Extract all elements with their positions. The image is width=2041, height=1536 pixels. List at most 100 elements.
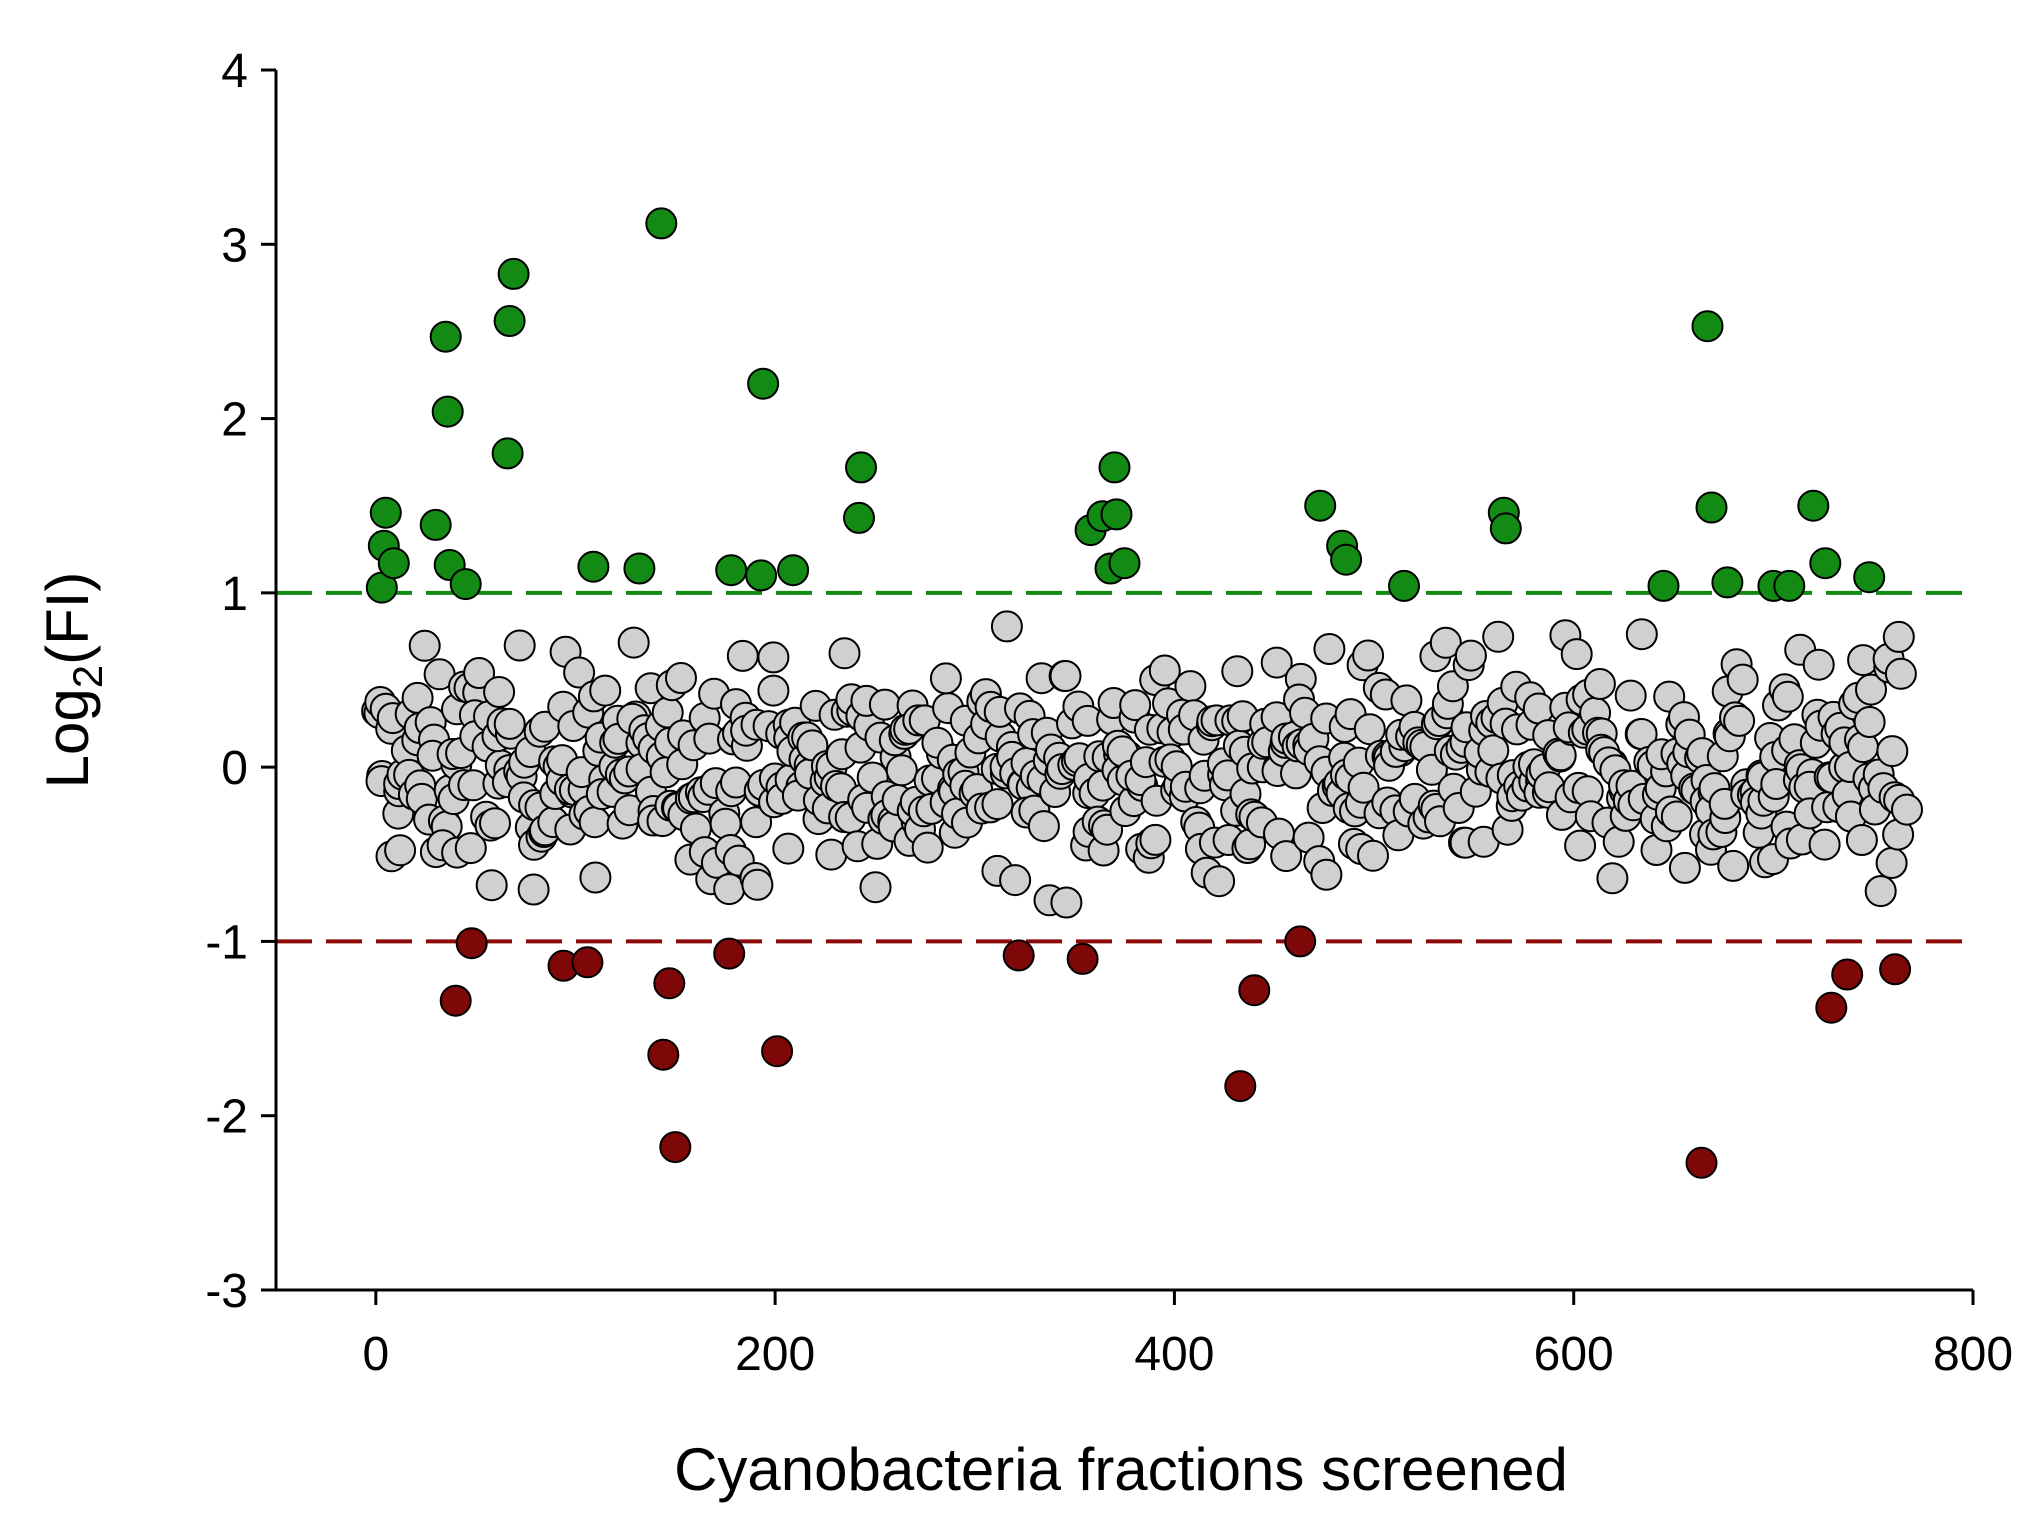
data-point-neutral (1357, 839, 1389, 872)
data-point-neutral (1270, 840, 1303, 873)
data-point-neutral (1560, 638, 1593, 671)
data-point-neutral (1347, 771, 1380, 804)
data-point-increase (1330, 543, 1363, 576)
data-point-neutral (1668, 851, 1701, 884)
data-point-decrease (1066, 942, 1099, 975)
data-point-neutral (859, 871, 892, 904)
data-point-increase (419, 508, 452, 541)
data-point-neutral (929, 662, 962, 695)
data-point-neutral (1139, 823, 1172, 856)
data-point-increase (577, 550, 610, 583)
data-point-decrease (659, 1131, 692, 1164)
data-point-neutral (1050, 886, 1083, 919)
data-point-increase (1809, 547, 1842, 580)
data-point-neutral (772, 832, 805, 865)
data-point-decrease (1238, 974, 1271, 1007)
data-point-neutral (384, 834, 417, 867)
data-point-neutral (1429, 626, 1462, 659)
data-point-increase (1647, 569, 1680, 602)
data-point-neutral (589, 674, 622, 707)
data-point-neutral (1049, 660, 1082, 692)
data-point-increase (1711, 566, 1744, 599)
data-point-neutral (579, 861, 612, 894)
data-point-neutral (741, 868, 774, 901)
axes (274, 70, 1973, 1292)
data-point-neutral (1522, 692, 1555, 725)
data-point-neutral (1864, 875, 1897, 908)
data-point-increase (1695, 491, 1728, 524)
data-point-neutral (1313, 633, 1346, 665)
data-point-neutral (911, 831, 944, 864)
data-point-neutral (483, 676, 516, 708)
data-point-decrease (713, 937, 746, 970)
data-point-increase (491, 437, 524, 470)
data-point-neutral (563, 656, 596, 689)
data-point-increase (1773, 569, 1806, 602)
data-point-neutral (1436, 670, 1469, 703)
y-tick-label: 2 (221, 394, 248, 447)
data-point-neutral (757, 674, 790, 707)
data-point-increase (623, 552, 656, 585)
data-point-increase (1691, 310, 1724, 343)
data-point-neutral (828, 637, 861, 670)
x-tick-label: 600 (1534, 1328, 1614, 1381)
data-point-neutral (517, 873, 550, 906)
data-point-neutral (454, 832, 487, 865)
y-tick-label: 0 (221, 742, 248, 795)
ticks: -3 -2 -1 0 1 2 3 4 0 200 400 600 800 (205, 45, 2013, 1381)
y-axis-title-base: Log (34, 688, 101, 788)
data-point-increase (449, 568, 482, 601)
data-point-neutral (1564, 829, 1597, 862)
data-point-neutral (1882, 620, 1915, 653)
data-point-neutral (1454, 639, 1487, 672)
data-point-decrease (761, 1035, 794, 1068)
data-point-neutral (1203, 865, 1236, 898)
data-point-decrease (1815, 991, 1848, 1024)
y-axis-title-subscript: 2 (64, 665, 111, 688)
data-point-neutral (1482, 620, 1515, 653)
data-point-decrease (455, 927, 488, 960)
data-point-increase (429, 320, 462, 353)
data-point-decrease (1002, 939, 1035, 972)
data-point-neutral (1876, 735, 1909, 768)
y-tick-label: 4 (221, 45, 248, 98)
data-point-neutral (617, 626, 650, 659)
y-tick-label: 1 (221, 568, 248, 621)
data-point-decrease (1224, 1070, 1257, 1103)
data-point-increase (369, 496, 402, 529)
data-point-neutral (1310, 858, 1343, 891)
x-tick-label: 0 (362, 1328, 389, 1381)
data-point-neutral (1260, 646, 1293, 679)
data-point-increase (1100, 498, 1133, 531)
data-point-neutral (1477, 734, 1510, 767)
data-point-neutral (1148, 654, 1181, 687)
x-tick-label: 200 (735, 1328, 815, 1381)
data-point-decrease (1831, 958, 1864, 991)
data-point-neutral (1119, 689, 1152, 722)
data-point-decrease (1685, 1146, 1718, 1179)
data-point-increase (745, 559, 778, 592)
data-point-neutral (493, 707, 526, 740)
data-point-neutral (726, 639, 759, 672)
data-point-neutral (1583, 668, 1616, 700)
data-point-increase (377, 547, 410, 580)
data-point-neutral (1891, 793, 1923, 826)
data-point-neutral (1625, 618, 1658, 651)
data-point-neutral (503, 629, 536, 662)
data-point-neutral (665, 662, 697, 694)
x-tick-label: 800 (1933, 1328, 2013, 1381)
data-point-increase (1388, 569, 1420, 602)
data-point-neutral (1390, 684, 1423, 717)
data-point-increase (777, 554, 810, 587)
data-point-neutral (1352, 639, 1385, 672)
data-point-increase (843, 501, 875, 534)
data-point-increase (715, 554, 748, 587)
data-point-neutral (408, 629, 441, 662)
data-point-neutral (1802, 648, 1835, 681)
data-point-increase (645, 207, 678, 240)
data-point-neutral (757, 641, 790, 674)
data-point-neutral (1027, 810, 1060, 843)
data-point-neutral (578, 806, 611, 839)
data-point-neutral (1660, 800, 1693, 833)
data-point-increase (493, 305, 526, 337)
